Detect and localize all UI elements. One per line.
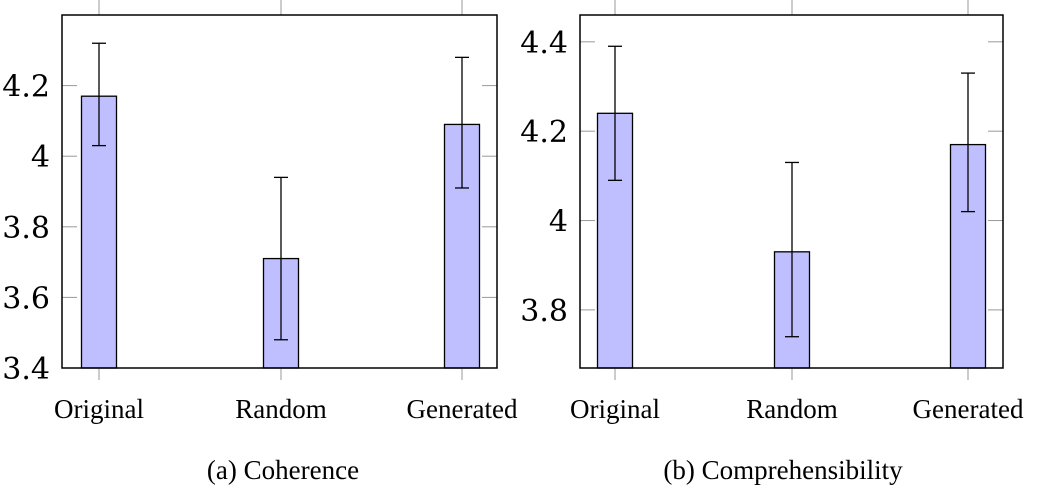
error-bar xyxy=(785,161,799,338)
y-tick-label: 3.6 xyxy=(2,281,50,316)
x-tick-label: Original xyxy=(570,394,660,424)
error-bar xyxy=(455,56,469,189)
x-tick-label: Random xyxy=(235,394,327,424)
chart-comprehensibility: 3.8 4 4.2 4.4 Original Random Generated xyxy=(520,0,1024,424)
y-tick-label: 4 xyxy=(31,140,50,175)
y-tick-label: 3.8 xyxy=(520,294,568,329)
y-tick-label: 4.2 xyxy=(520,115,568,150)
x-tick-label: Generated xyxy=(913,394,1024,424)
error-bar xyxy=(274,176,288,341)
y-tick-label: 4.4 xyxy=(520,26,568,61)
caption-coherence: (a) Coherence xyxy=(206,455,360,485)
y-tick-label: 3.4 xyxy=(2,352,50,387)
x-tick-label: Original xyxy=(54,394,144,424)
y-tick-label: 3.8 xyxy=(2,211,50,246)
y-tick-label: 4.2 xyxy=(2,70,50,105)
x-tick-label: Generated xyxy=(407,394,518,424)
x-tick-label: Random xyxy=(746,394,838,424)
chart-coherence: 3.4 3.6 3.8 4 4.2 Original Random Generated xyxy=(2,0,518,424)
caption-comprehensibility: (b) Comprehensibility xyxy=(663,455,903,485)
plot-frame xyxy=(579,14,1004,369)
error-bar xyxy=(961,72,975,213)
plot-frame xyxy=(61,14,498,369)
bar-generated xyxy=(949,143,987,369)
error-bar xyxy=(608,45,622,181)
y-tick-label: 4 xyxy=(549,205,568,240)
error-bar xyxy=(92,42,106,147)
